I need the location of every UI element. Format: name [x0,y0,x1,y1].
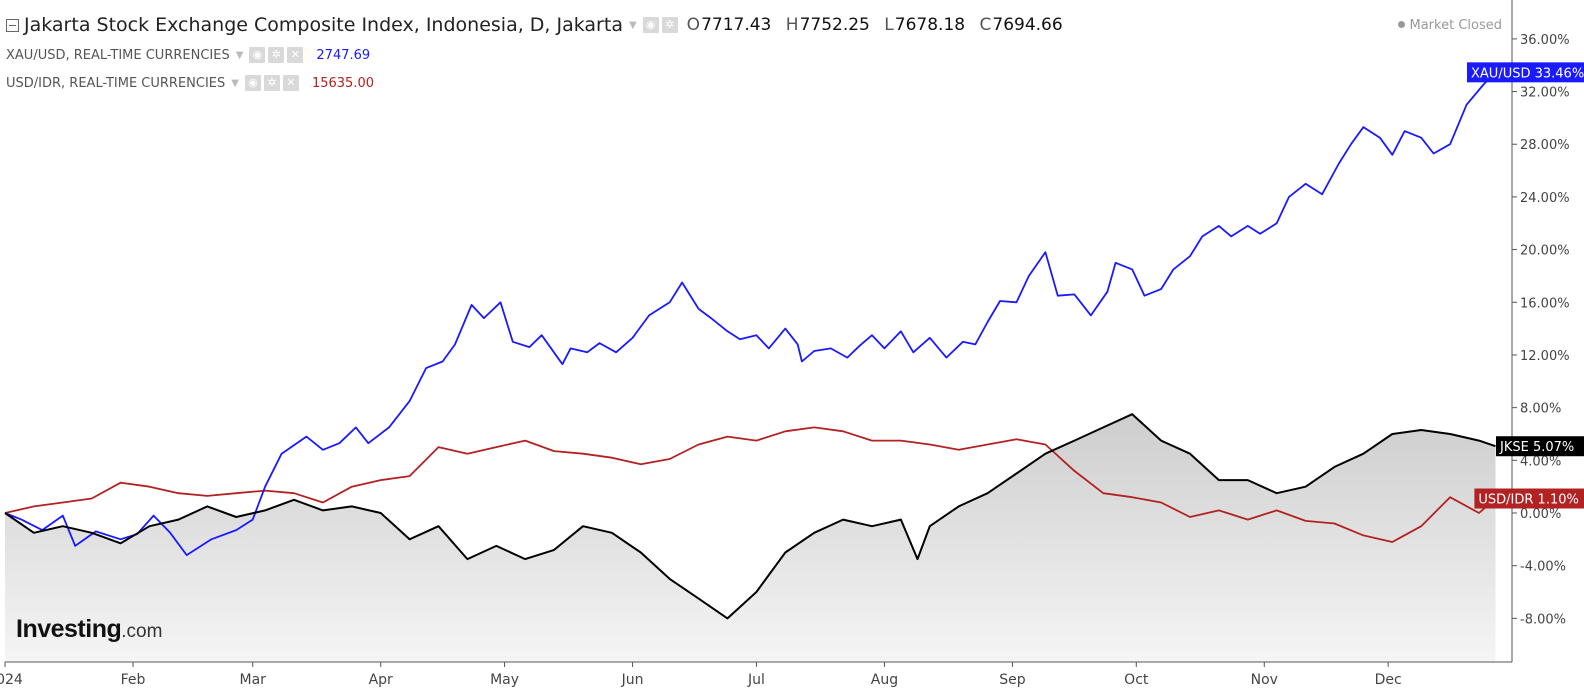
status-dot-icon [1397,21,1405,28]
logo-suffix: .com [121,621,163,642]
x-tick-label: Dec [1375,672,1402,688]
series-row-label: USD/IDR, REAL-TIME CURRENCIES [6,75,226,91]
y-tick-label: 24.00% [1520,191,1570,206]
ohlc-high-key: H [785,15,799,35]
y-tick-label: 16.00% [1520,296,1570,311]
y-tick-label: 0.00% [1520,507,1561,522]
market-status-text: Market Closed [1409,18,1503,33]
series-line-jkse [4,413,1496,620]
y-tick-label: 28.00% [1520,138,1570,153]
last-value-box [1474,488,1584,509]
ohlc-close-key: C [979,15,992,35]
y-tick-label: 20.00% [1520,244,1570,259]
eye-icon[interactable]: ◉ [249,47,266,63]
x-tick-label: Aug [871,672,898,688]
investing-logo: Investing.com [16,615,162,644]
ohlc-high-value: 7752.25 [799,15,870,35]
ohlc-low-value: 7678.18 [894,15,966,35]
y-tick-label: 8.00% [1520,402,1561,417]
last-value-label-usdidr: USD/IDR 1.10% [1474,488,1584,509]
y-tick-label: 12.00% [1520,349,1570,364]
series-lines-layer [4,71,1497,620]
chart-title: Jakarta Stock Exchange Composite Index, … [24,14,623,36]
y-tick-label: -4.00% [1520,560,1566,575]
last-value-box [1496,436,1584,457]
y-tick-label: 36.00% [1520,33,1570,48]
last-value-labels-layer: USD/IDR 1.10% XAU/USD 33.46% JKSE 5.07% [1467,62,1584,509]
x-tick-label: Nov [1251,672,1278,688]
chart-header: Jakarta Stock Exchange Composite Index, … [6,14,1072,36]
y-tick-label: 4.00% [1520,454,1561,469]
series-line-xauusd [4,71,1497,556]
last-value-box [1467,62,1584,83]
jkse-area-layer [5,414,1496,662]
series-row-value: 2747.69 [316,47,371,63]
x-tick-label: Jun [621,672,644,688]
eye-icon[interactable]: ◉ [244,75,261,91]
collapse-icon[interactable] [6,18,19,32]
x-tick-label: Oct [1124,672,1149,688]
series-row-label: XAU/USD, REAL-TIME CURRENCIES [6,47,230,63]
series-row-value: 15635.00 [311,75,374,91]
axes-layer: -8.00% -4.00% 0.00% 4.00% 8.00% 12.00% 16.00% 2… [0,0,1570,688]
market-status: Market Closed [1397,18,1503,33]
last-value-label-xauusd: XAU/USD 33.46% [1467,62,1584,83]
ohlc-close-value: 7694.66 [992,15,1063,35]
x-tick-label: Apr [369,672,393,688]
last-value-text: XAU/USD 33.46% [1471,66,1584,81]
series-row-usdidr: USD/IDR, REAL-TIME CURRENCIES ▼ ◉ ✲ ✕ 15… [6,75,374,91]
y-tick-label: 32.00% [1520,86,1570,101]
settings-icon[interactable]: ✲ [268,47,285,63]
x-tick-label: 2024 [0,672,23,688]
close-icon[interactable]: ✕ [287,47,304,63]
series-dropdown-icon[interactable]: ▼ [231,77,239,89]
y-tick-label: -8.00% [1520,612,1566,627]
eye-icon[interactable]: ◉ [642,17,659,33]
logo-brand: Investing [16,615,122,643]
x-tick-label: Jul [747,672,765,688]
series-line-usdidr [4,426,1497,543]
ohlc-open-value: 7717.43 [701,15,772,35]
settings-icon[interactable]: ✲ [263,75,280,91]
jkse-area [5,414,1496,662]
ohlc-values: O7717.43 H7752.25 L7678.18 C7694.66 [687,15,1072,35]
last-value-label-jkse: JKSE 5.07% [1496,436,1584,457]
x-tick-label: Sep [999,672,1026,688]
title-dropdown-icon[interactable]: ▼ [628,19,637,31]
x-tick-label: Feb [121,672,146,688]
x-tick-label: May [490,672,519,688]
settings-icon[interactable]: ✲ [661,17,678,33]
ohlc-open-key: O [686,15,701,35]
last-value-text: JKSE 5.07% [1499,440,1574,455]
close-icon[interactable]: ✕ [282,75,299,91]
last-value-text: USD/IDR 1.10% [1478,493,1578,508]
series-dropdown-icon[interactable]: ▼ [235,49,244,61]
x-tick-label: Mar [240,672,267,688]
ohlc-low-key: L [884,15,894,35]
series-row-xauusd: XAU/USD, REAL-TIME CURRENCIES ▼ ◉ ✲ ✕ 27… [6,47,370,63]
